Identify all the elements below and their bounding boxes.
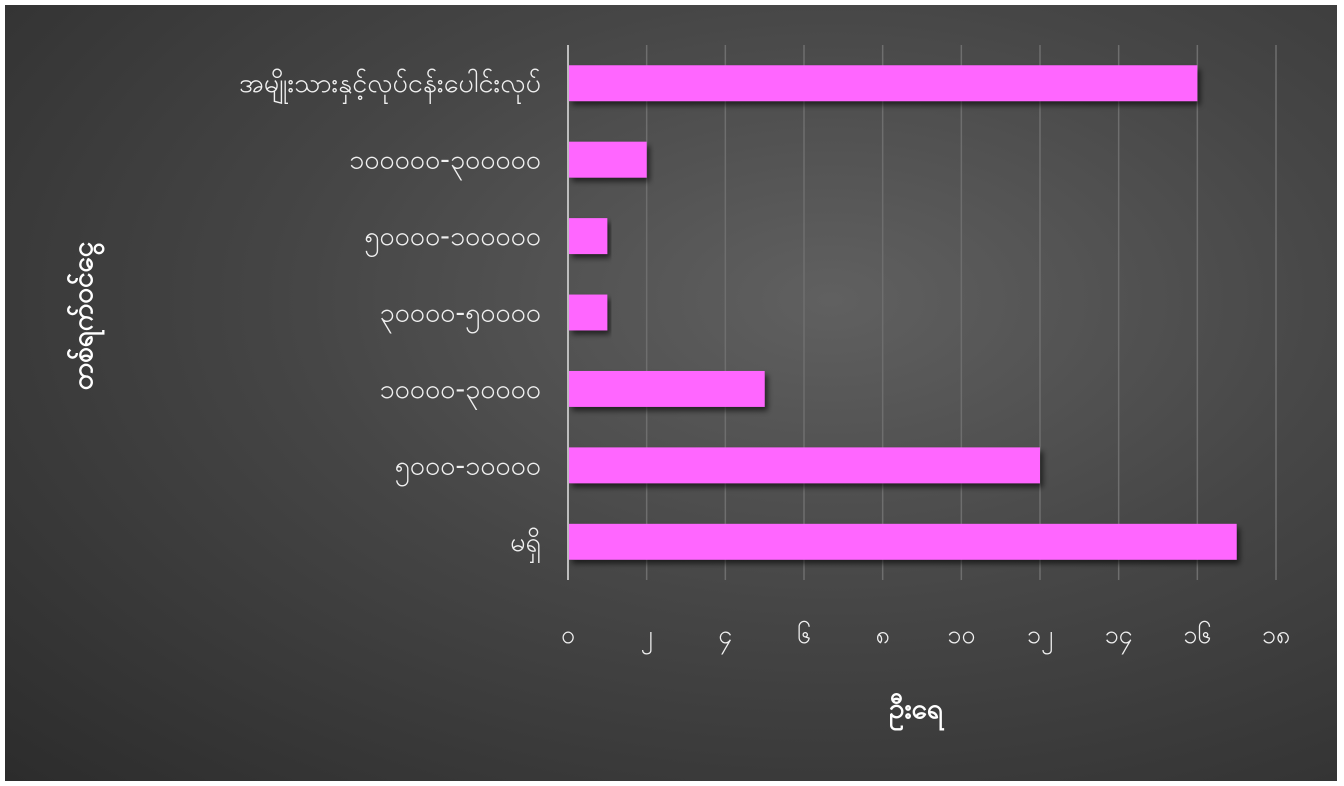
category-label: မရှိ — [510, 527, 541, 563]
category-label: ၁၀၀၀၀-၃၀၀၀၀ — [379, 374, 541, 410]
x-tick-label: ၁၀ — [947, 620, 975, 649]
y-axis-title: တစ်ရက်ဝင်ငွေ — [65, 242, 106, 390]
category-label: ၃၀၀၀၀-၅၀၀၀၀ — [379, 298, 541, 334]
gridlines — [645, 45, 1277, 580]
bars — [569, 65, 1237, 560]
x-tick-label: ၁၆ — [1183, 620, 1211, 649]
bar — [569, 523, 1237, 560]
x-tick-label: ၂ — [641, 620, 653, 654]
category-label: ၅၀၀၀-၁၀၀၀၀ — [395, 450, 541, 486]
bar — [569, 218, 608, 255]
bar — [569, 294, 608, 331]
x-tick-label: ၆ — [797, 620, 811, 649]
bar — [569, 447, 1040, 484]
category-label: အမျိုးသားနှင့်လုပ်ငန်းပေါင်းလုပ် — [239, 68, 541, 104]
bar — [569, 65, 1198, 102]
x-tick-label: ၄ — [718, 620, 732, 654]
x-axis-title: ဦးရေ — [889, 691, 945, 732]
category-label: ၅၀၀၀၀-၁၀၀၀၀၀ — [364, 221, 541, 257]
x-tick-label: ၁၂ — [1027, 620, 1053, 654]
labels: ၀ ၂ ၄ ၆ ၈ ၁၀ ၁၂ ၁၄ ၁၆ ၁၈ အမျိုးသားနှင့်လုပ်ငန်းပေါ… — [239, 68, 1290, 654]
bar — [569, 370, 765, 407]
category-label: ၁၀၀၀၀၀-၃၀၀၀၀၀ — [349, 145, 541, 181]
x-tick-label: ၈ — [876, 620, 890, 649]
x-tick-label: ၁၈ — [1262, 620, 1290, 649]
x-tick-label: ၁၄ — [1105, 620, 1133, 654]
x-tick-label: ၀ — [561, 620, 575, 649]
bar — [569, 141, 647, 178]
